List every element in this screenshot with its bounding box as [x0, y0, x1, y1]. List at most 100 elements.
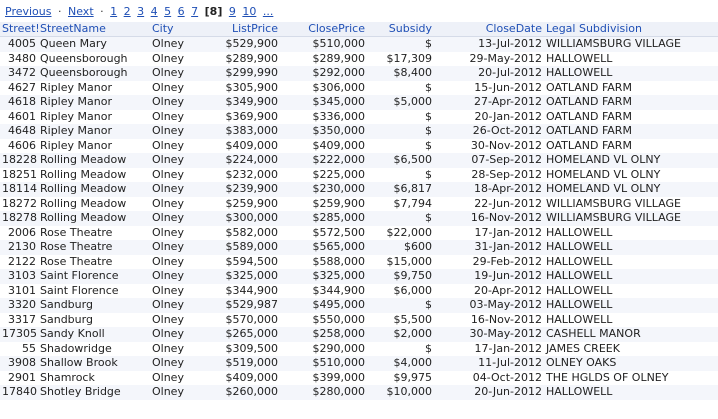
cell-close-date: 22-Jun-2012 [434, 196, 544, 211]
cell-legal-subdivision: CASHELL MANOR [544, 327, 718, 342]
cell-subsidy: $ [367, 167, 434, 182]
table-row: 4648 Ripley Manor Olney $383,000 $350,000 $26… [0, 124, 718, 139]
cell-city: Olney [150, 36, 206, 52]
cell-legal-subdivision: HALLOWELL [544, 225, 718, 240]
cell-close-date: 29-Feb-2012 [434, 254, 544, 269]
cell-legal-subdivision: OATLAND FARM [544, 124, 718, 139]
cell-list-price: $305,900 [206, 80, 280, 95]
cell-street-name: Shadowridge [38, 341, 150, 356]
cell-street-number: 4627 [0, 80, 38, 95]
cell-street-name: Rolling Meadow [38, 182, 150, 197]
cell-list-price: $299,990 [206, 66, 280, 81]
cell-street-number: 3320 [0, 298, 38, 313]
table-row: 3103 Saint Florence Olney $325,000 $325,000 $… [0, 269, 718, 284]
cell-subsidy: $8,400 [367, 66, 434, 81]
page-link-1[interactable]: 1 [110, 5, 118, 18]
cell-close-price: $495,000 [280, 298, 367, 313]
header-subsidy[interactable]: Subsidy [367, 22, 434, 37]
cell-list-price: $265,000 [206, 327, 280, 342]
header-legal-subdivision[interactable]: Legal Subdivision [544, 22, 718, 37]
page-link-4[interactable]: 4 [150, 5, 158, 18]
cell-street-number: 3317 [0, 312, 38, 327]
cell-street-number: 3908 [0, 356, 38, 371]
cell-legal-subdivision: HALLOWELL [544, 298, 718, 313]
cell-subsidy: $ [367, 109, 434, 124]
cell-street-name: Ripley Manor [38, 124, 150, 139]
cell-legal-subdivision: HALLOWELL [544, 254, 718, 269]
cell-street-name: Ripley Manor [38, 80, 150, 95]
cell-close-price: $572,500 [280, 225, 367, 240]
page-link-10[interactable]: 10 [242, 5, 257, 18]
cell-street-number: 18228 [0, 153, 38, 168]
cell-street-name: Sandburg [38, 312, 150, 327]
cell-city: Olney [150, 240, 206, 255]
cell-street-number: 2130 [0, 240, 38, 255]
cell-subsidy: $5,000 [367, 95, 434, 110]
pager-separator: · [58, 5, 62, 18]
cell-subsidy: $ [367, 124, 434, 139]
cell-list-price: $349,900 [206, 95, 280, 110]
header-street-number[interactable]: Street! [0, 22, 38, 37]
cell-street-name: Shallow Brook [38, 356, 150, 371]
cell-city: Olney [150, 80, 206, 95]
cell-subsidy: $9,750 [367, 269, 434, 284]
cell-subsidy: $22,000 [367, 225, 434, 240]
page-link-6[interactable]: 6 [177, 5, 185, 18]
next-link[interactable]: Next [68, 5, 94, 18]
table-row: 55 Shadowridge Olney $309,500 $290,000 $17-Ja… [0, 341, 718, 356]
cell-street-name: Shotley Bridge [38, 385, 150, 400]
cell-close-price: $280,000 [280, 385, 367, 400]
cell-street-name: Ripley Manor [38, 95, 150, 110]
header-close-date[interactable]: CloseDate [434, 22, 544, 37]
header-list-price[interactable]: ListPrice [206, 22, 280, 37]
header-city[interactable]: City [150, 22, 206, 37]
page-link-5[interactable]: 5 [164, 5, 172, 18]
page-link-2[interactable]: 2 [123, 5, 131, 18]
cell-street-number: 4601 [0, 109, 38, 124]
cell-street-number: 4648 [0, 124, 38, 139]
cell-city: Olney [150, 341, 206, 356]
cell-close-date: 16-Nov-2012 [434, 312, 544, 327]
cell-legal-subdivision: JAMES CREEK [544, 341, 718, 356]
cell-city: Olney [150, 167, 206, 182]
cell-close-date: 28-Sep-2012 [434, 167, 544, 182]
current-page: [8] [204, 5, 223, 18]
cell-close-price: $565,000 [280, 240, 367, 255]
page-link-9[interactable]: 9 [228, 5, 236, 18]
cell-close-date: 07-Sep-2012 [434, 153, 544, 168]
cell-subsidy: $9,975 [367, 370, 434, 385]
cell-close-price: $344,900 [280, 283, 367, 298]
header-street-name[interactable]: StreetName [38, 22, 150, 37]
cell-street-name: Sandburg [38, 298, 150, 313]
cell-street-name: Rose Theatre [38, 225, 150, 240]
cell-subsidy: $2,000 [367, 327, 434, 342]
cell-list-price: $409,000 [206, 370, 280, 385]
cell-list-price: $529,900 [206, 36, 280, 52]
cell-close-date: 13-Jul-2012 [434, 36, 544, 52]
cell-street-number: 2122 [0, 254, 38, 269]
page-link-7[interactable]: 7 [191, 5, 199, 18]
cell-subsidy: $6,000 [367, 283, 434, 298]
cell-street-name: Rolling Meadow [38, 153, 150, 168]
cell-list-price: $224,000 [206, 153, 280, 168]
pagination: Previous · Next · 1 2 3 4 5 6 7 [8] 9 10… [5, 5, 276, 19]
header-close-price[interactable]: ClosePrice [280, 22, 367, 37]
cell-subsidy: $ [367, 341, 434, 356]
previous-link[interactable]: Previous [5, 5, 52, 18]
page-link-more[interactable]: ... [262, 5, 274, 18]
table-row: 4005 Queen Mary Olney $529,900 $510,000 $13-J… [0, 36, 718, 52]
table-row: 3317 Sandburg Olney $570,000 $550,000 $5,500 1… [0, 312, 718, 327]
listings-table-container: Street! StreetName City ListPrice CloseP… [0, 22, 718, 400]
cell-street-number: 4606 [0, 138, 38, 153]
cell-list-price: $383,000 [206, 124, 280, 139]
cell-close-date: 31-Jan-2012 [434, 240, 544, 255]
cell-street-number: 17840 [0, 385, 38, 400]
cell-city: Olney [150, 298, 206, 313]
cell-city: Olney [150, 370, 206, 385]
cell-street-name: Rose Theatre [38, 254, 150, 269]
cell-close-date: 20-Jan-2012 [434, 109, 544, 124]
table-row: 4618 Ripley Manor Olney $349,900 $345,000 $5,… [0, 95, 718, 110]
cell-street-name: Sandy Knoll [38, 327, 150, 342]
page-link-3[interactable]: 3 [137, 5, 145, 18]
cell-legal-subdivision: THE HGLDS OF OLNEY [544, 370, 718, 385]
